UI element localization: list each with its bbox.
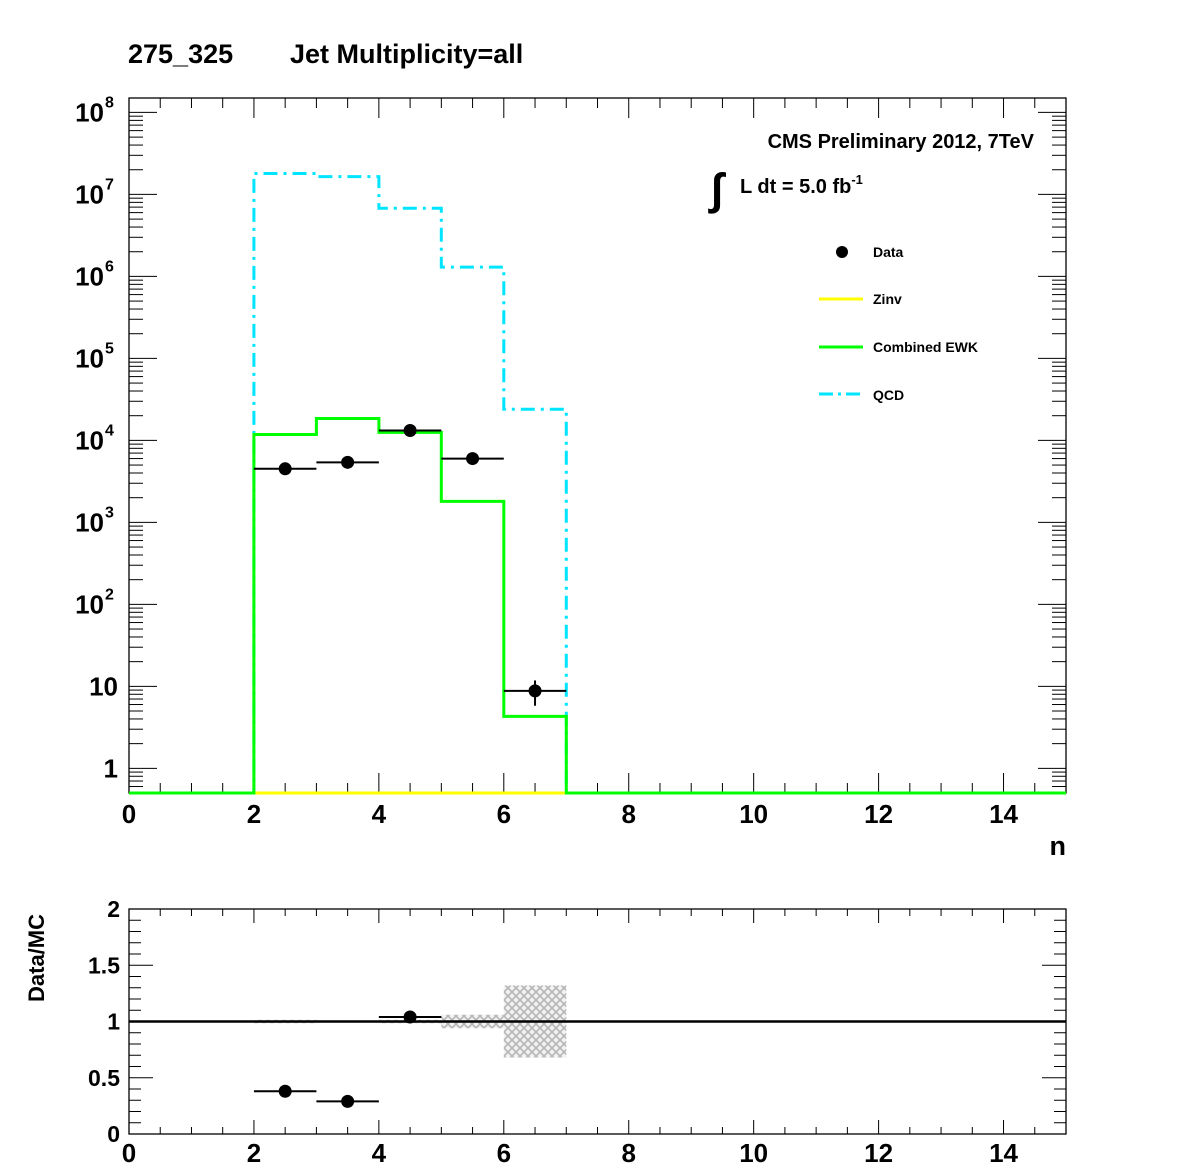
title-left: 275_325 (128, 39, 233, 69)
x-tick-label: 10 (739, 799, 768, 829)
y-tick-label: 1 (104, 753, 118, 783)
y-tick-label: 10 (89, 671, 118, 701)
ratio-x-tick-label: 6 (497, 1138, 511, 1168)
title-right: Jet Multiplicity=all (290, 39, 523, 69)
ratio-y-tick-label: 0 (107, 1121, 120, 1147)
y-tick-label-exponent: 3 (105, 504, 114, 521)
y-tick-label-base: 10 (75, 425, 104, 455)
main-x-tick-labels: 0 2 4 6 8 10 12 14 (122, 799, 1019, 829)
y-tick-label-exponent: 2 (105, 586, 114, 603)
main-histograms (129, 172, 1066, 795)
annotation-line2-exponent: -1 (851, 172, 863, 187)
data-point (403, 423, 417, 437)
main-plot-frame (128, 97, 1067, 794)
y-tick-label-base: 10 (75, 343, 104, 373)
x-tick-label: 0 (122, 799, 136, 829)
legend: Data Zinv Combined EWK QCD (819, 244, 978, 403)
ratio-y-tick-labels: 0 0.5 1 1.5 2 (88, 896, 120, 1147)
x-tick-label: 12 (864, 799, 893, 829)
legend-data-marker (836, 246, 848, 258)
integral-symbol: ∫ (708, 165, 727, 214)
ratio-y-tick-label: 1.5 (88, 952, 120, 978)
annotation-line1: CMS Preliminary 2012, 7TeV (768, 131, 1035, 153)
ratio-y-tick-label: 0.5 (88, 1065, 120, 1091)
y-tick-label-base: 10 (75, 589, 104, 619)
main-x-axis-label: n (1050, 831, 1067, 861)
annotation-line2-text: L dt = 5.0 fb (740, 176, 851, 198)
ratio-x-tick-label: 4 (372, 1138, 387, 1168)
ratio-x-tick-label: 2 (247, 1138, 261, 1168)
legend-label-data: Data (873, 244, 904, 260)
y-tick-label-exponent: 4 (105, 422, 114, 439)
y-tick-label-exponent: 8 (105, 94, 114, 111)
ratio-x-tick-label: 0 (122, 1138, 136, 1168)
data-point (528, 684, 542, 698)
y-tick-label-base: 10 (75, 97, 104, 127)
x-tick-label: 6 (497, 799, 511, 829)
ratio-point (341, 1094, 355, 1108)
ratio-x-tick-label: 10 (739, 1138, 768, 1168)
legend-label-qcd: QCD (873, 387, 904, 403)
ratio-x-tick-label: 12 (864, 1138, 893, 1168)
data-point (278, 462, 292, 476)
data-point (466, 452, 480, 466)
y-tick-label-exponent: 5 (105, 340, 114, 357)
histogram-qcd (129, 172, 1066, 795)
main-data-points (253, 423, 567, 706)
ratio-data-points (253, 1010, 442, 1108)
ratio-x-tick-label: 14 (989, 1138, 1018, 1168)
y-tick-label-base: 10 (75, 261, 104, 291)
y-tick-label-base: 10 (75, 507, 104, 537)
y-tick-label-exponent: 7 (105, 176, 114, 193)
ratio-point (278, 1084, 292, 1098)
x-tick-label: 4 (372, 799, 387, 829)
x-tick-label: 14 (989, 799, 1018, 829)
histogram-combined-ewk (129, 417, 1066, 795)
main-axis-ticks (128, 98, 1067, 794)
ratio-x-tick-labels: 0 2 4 6 8 10 12 14 (122, 1138, 1019, 1168)
data-point (341, 455, 355, 469)
legend-label-zinv: Zinv (873, 291, 902, 307)
ratio-y-axis-label: Data/MC (24, 914, 49, 1002)
ratio-x-tick-label: 8 (621, 1138, 635, 1168)
legend-label-ewk: Combined EWK (873, 339, 978, 355)
y-tick-label-base: 10 (75, 179, 104, 209)
x-tick-label: 2 (247, 799, 261, 829)
ratio-y-tick-label: 1 (107, 1009, 120, 1035)
x-tick-label: 8 (621, 799, 635, 829)
ratio-plot-panel: 0 2 4 6 8 10 12 14 0 0.5 1 1.5 2 Data/MC (24, 896, 1067, 1168)
ratio-point (403, 1010, 417, 1024)
ratio-y-tick-label: 2 (107, 896, 120, 922)
annotation-line2: L dt = 5.0 fb-1 (740, 172, 863, 198)
y-tick-label-exponent: 6 (105, 258, 114, 275)
